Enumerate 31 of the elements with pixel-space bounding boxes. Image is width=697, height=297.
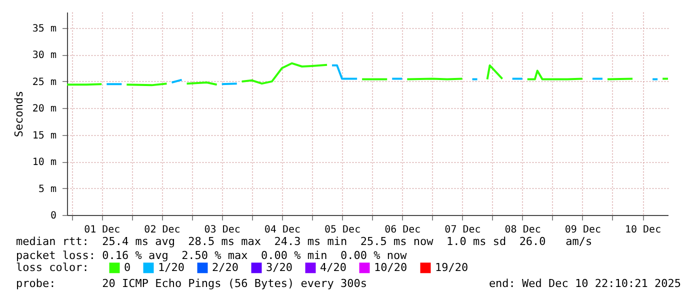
text: packet loss: 0.16 % avg 2.50 % max 0.00 % min 0.00 % now [16,249,407,262]
x-tick-label: 09 Dec [564,224,602,236]
legend-label: 1/20 [158,260,184,274]
x-tick-label: 04 Dec [264,224,301,236]
text: end: Wed Dec 10 22:10:21 2025 [488,277,681,290]
legend-label: 2/20 [212,260,238,274]
x-tick-label: 08 Dec [504,224,541,236]
legend-label: 19/20 [435,260,468,274]
text: probe: 20 ICMP Echo Pings (56 Bytes) every 300s [16,277,367,290]
text: median rtt: 25.4 ms avg 28.5 ms max 24.3 ms min 25.5 ms now 1.0 ms sd 26.0 am/s [16,235,592,248]
legend-label: 0 [124,260,131,274]
x-tick-label: 03 Dec [204,224,240,236]
legend-title: loss color: [16,261,89,274]
y-tick-label: 20 m [32,104,56,115]
y-tick-label: 5 m [38,184,56,195]
x-tick-label: 05 Dec [324,224,361,236]
x-tick-label: 06 Dec [384,224,421,236]
y-tick-label: 25 m [32,76,56,88]
legend-label: 4/20 [320,260,346,274]
x-tick-label: 02 Dec [144,224,180,236]
y-tick-label: 35 m [32,24,56,35]
y-tick-label: 15 m [32,130,56,142]
y-tick-label: 0 [50,210,56,222]
legend-label: 10/20 [374,260,408,274]
y-axis-title: Seconds [12,90,26,138]
x-tick-label: 10 Dec [624,224,662,236]
legend-label: 3/20 [266,260,292,274]
x-tick-label: 07 Dec [444,224,481,236]
x-tick-label: 01 Dec [84,224,120,236]
y-tick-label: 30 m [32,50,56,62]
y-tick-label: 10 m [32,157,56,168]
